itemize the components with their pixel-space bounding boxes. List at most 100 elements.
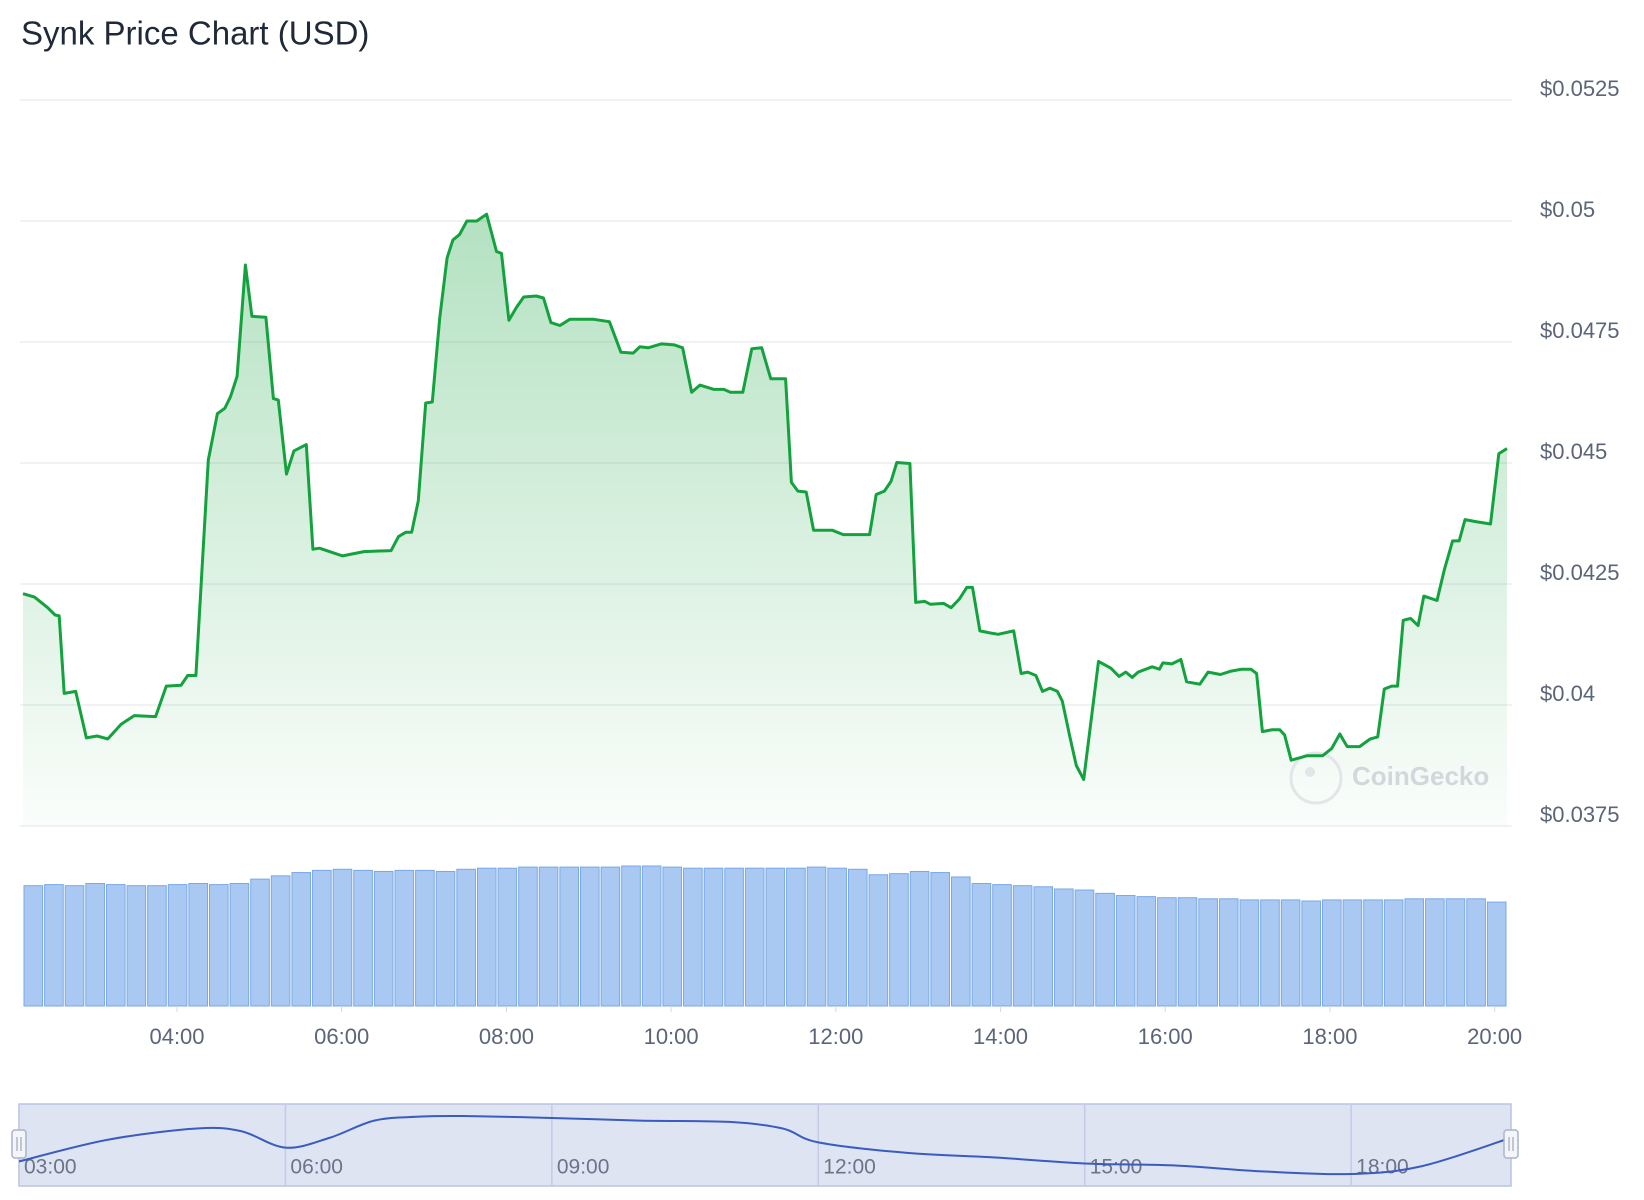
volume-bar	[1445, 898, 1466, 1007]
y-tick-label: $0.05	[1540, 197, 1595, 222]
x-tick-label: 08:00	[479, 1024, 534, 1049]
volume-bar	[497, 867, 518, 1007]
volume-bar	[1260, 899, 1280, 1007]
volume-bar	[765, 867, 786, 1007]
volume-bar	[559, 866, 580, 1007]
volume-bar	[126, 885, 147, 1007]
volume-bar	[188, 883, 208, 1007]
volume-bar	[373, 870, 394, 1007]
volume-bar	[909, 870, 930, 1007]
volume-bar	[518, 866, 538, 1007]
volume-bar	[1466, 898, 1486, 1007]
navigator-handle[interactable]	[11, 1129, 27, 1159]
y-tick-label: $0.0375	[1540, 802, 1620, 827]
volume-bar	[1363, 899, 1383, 1007]
y-tick-label: $0.0475	[1540, 318, 1620, 343]
navigator-tick-label: 12:00	[823, 1156, 876, 1179]
volume-bar	[683, 867, 703, 1007]
volume-bar	[44, 884, 64, 1007]
volume-bar	[1301, 900, 1322, 1007]
volume-bar	[641, 865, 662, 1007]
volume-bar	[1074, 889, 1095, 1007]
volume-bar	[847, 868, 868, 1007]
volume-bar	[580, 866, 600, 1007]
volume-bar	[85, 883, 105, 1007]
navigator-bg	[18, 1103, 1512, 1187]
volume-bar	[786, 867, 806, 1007]
volume-bar	[1177, 897, 1198, 1007]
y-tick-label: $0.045	[1540, 439, 1607, 464]
volume-bar	[1095, 892, 1115, 1007]
navigator-handle[interactable]	[1503, 1129, 1519, 1159]
navigator-line	[18, 1114, 1512, 1176]
volume-bar	[662, 866, 683, 1007]
volume-bar	[64, 885, 85, 1007]
volume-bar	[105, 884, 126, 1007]
volume-bar	[394, 869, 415, 1007]
volume-bar	[1425, 898, 1445, 1007]
volume-bar	[1136, 896, 1157, 1007]
x-tick-label: 14:00	[973, 1024, 1028, 1049]
volume-bar	[332, 868, 353, 1007]
navigator-tick-label: 03:00	[24, 1156, 77, 1179]
x-tick-label: 04:00	[149, 1024, 204, 1049]
volume-bar	[229, 883, 250, 1007]
price-line	[22, 212, 1508, 781]
volume-bar	[312, 869, 332, 1007]
price-area	[23, 214, 1507, 826]
volume-bar	[1033, 886, 1054, 1007]
volume-bar	[147, 885, 167, 1007]
volume-bar	[600, 866, 621, 1007]
volume-bar	[703, 867, 724, 1007]
volume-bar	[1012, 885, 1033, 1007]
navigator-tick-label: 15:00	[1090, 1156, 1143, 1179]
volume-bar	[951, 876, 971, 1007]
navigator-tick-label: 09:00	[557, 1156, 610, 1179]
x-tick-label: 18:00	[1302, 1024, 1357, 1049]
volume-bar	[889, 873, 909, 1007]
volume-bar	[209, 884, 229, 1007]
volume-bar	[415, 869, 435, 1007]
volume-bar	[270, 875, 291, 1007]
volume-bar	[1280, 899, 1301, 1007]
watermark-logo	[1289, 751, 1343, 805]
chart-title: Synk Price Chart (USD)	[21, 15, 369, 52]
volume-bar	[456, 868, 476, 1007]
volume-bar	[1383, 899, 1404, 1007]
volume-bar	[827, 867, 847, 1007]
navigator-tick-label: 18:00	[1356, 1156, 1409, 1179]
y-tick-label: $0.04	[1540, 681, 1595, 706]
volume-bar	[167, 884, 188, 1007]
volume-bar	[1486, 901, 1507, 1007]
volume-bar	[1198, 898, 1218, 1007]
volume-bar	[1404, 898, 1425, 1007]
volume-bar	[1322, 899, 1342, 1007]
volume-bar	[435, 870, 456, 1007]
volume-bar	[1239, 899, 1260, 1007]
volume-bar	[1342, 899, 1363, 1007]
volume-bar	[538, 866, 559, 1007]
volume-bar	[621, 865, 641, 1007]
y-tick-label: $0.0525	[1540, 76, 1620, 101]
volume-bar	[250, 878, 270, 1007]
x-tick-label: 06:00	[314, 1024, 369, 1049]
volume-bar	[23, 885, 44, 1007]
volume-bar	[1218, 898, 1239, 1007]
volume-bar	[868, 874, 889, 1007]
volume-bar	[992, 884, 1012, 1007]
x-tick-label: 16:00	[1138, 1024, 1193, 1049]
y-tick-label: $0.0425	[1540, 560, 1620, 585]
volume-bar	[1157, 897, 1177, 1007]
watermark: CoinGecko	[1289, 751, 1489, 805]
x-tick-label: 12:00	[808, 1024, 863, 1049]
volume-bar	[971, 883, 992, 1007]
volume-bar	[1054, 888, 1074, 1007]
volume-bar	[806, 866, 827, 1007]
volume-bar	[476, 867, 497, 1007]
volume-bar	[930, 872, 951, 1007]
x-tick-label: 10:00	[644, 1024, 699, 1049]
watermark-logo-eye	[1305, 767, 1315, 777]
volume-bar	[744, 867, 765, 1007]
